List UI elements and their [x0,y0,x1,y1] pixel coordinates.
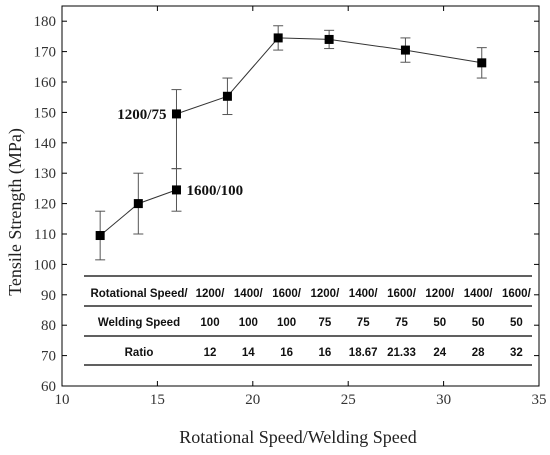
table-cell-welding: 50 [472,317,485,329]
data-point-marker [477,58,487,68]
y-tick-label: 160 [34,75,57,91]
table-cell-ratio: 32 [510,347,523,359]
data-point-marker [222,91,232,101]
y-tick-label: 140 [34,136,57,152]
table-cell-welding: 50 [510,317,523,329]
data-point-marker [324,34,334,44]
data-point-marker [273,33,283,43]
table-cell-ratio: 28 [472,347,485,359]
data-point-marker [95,231,105,241]
table-cell-rotational: 1200/ [311,288,341,300]
table-cell-ratio: 14 [242,347,255,359]
table-cell-welding: 75 [357,317,370,329]
table-row-label: Ratio [125,347,154,359]
x-tick-label: 25 [341,392,356,408]
y-tick-label: 80 [41,318,56,334]
y-tick-label: 120 [34,197,57,213]
point-annotation: 1200/75 [117,107,166,123]
data-point-marker [133,199,143,209]
table-cell-ratio: 21.33 [387,347,416,359]
table-cell-rotational: 1200/ [196,288,226,300]
plot-frame [61,5,540,387]
table-cell-welding: 100 [277,317,296,329]
table-cell-welding: 50 [433,317,446,329]
y-tick-label: 90 [41,288,56,304]
data-table: Rotational Speed/Welding Speed Ratio 1200/… [84,275,532,366]
x-tick-label: 35 [532,392,547,408]
y-tick-label: 60 [41,379,56,395]
y-tick-label: 180 [34,14,57,30]
table-cell-rotational: 1600/ [272,288,302,300]
point-annotation: 1600/100 [186,183,243,199]
table-cell-ratio: 18.67 [349,347,378,359]
table-cell-welding: 100 [200,317,219,329]
x-tick-label: 20 [245,392,260,408]
table-cell-rotational: 1400/ [464,288,494,300]
annotations: 1200/75 1600/100 [117,107,243,199]
table-cell-ratio: 24 [433,347,446,359]
x-tick-label: 30 [436,392,451,408]
y-tick-label: 170 [34,45,57,61]
series-layer [95,25,487,261]
y-tick-label: 150 [34,105,57,121]
table-cell-welding: 75 [395,317,408,329]
table-cell-rotational: 1600/ [387,288,417,300]
y-tick-label: 100 [34,257,57,273]
table-cell-ratio: 16 [319,347,332,359]
table-cell-rotational: 1600/ [502,288,532,300]
data-point-marker [171,109,181,119]
table-cell-ratio: 12 [204,347,217,359]
y-tick-label: 130 [34,166,57,182]
y-tick-label: 110 [34,227,56,243]
y-axis-title: Tensile Strength (MPa) [5,128,26,296]
table-cell-rotational: 1400/ [234,288,264,300]
table-cell-welding: 100 [239,317,258,329]
x-tick-label: 10 [55,392,70,408]
axes: 10 15 20 25 30 35 60 70 80 90 100 110 120 130 140 150 16… [34,5,547,408]
table-cell-rotational: 1200/ [425,288,455,300]
x-axis-title: Rotational Speed/Welding Speed [179,427,417,447]
table-row-label: Welding Speed [98,317,180,329]
table-cell-welding: 75 [319,317,332,329]
y-tick-label: 70 [41,349,56,365]
data-point-marker [171,185,181,195]
table-cell-ratio: 16 [280,347,293,359]
x-tick-label: 15 [150,392,165,408]
table-cell-rotational: 1400/ [349,288,379,300]
table-row-label: Rotational Speed/ [90,288,188,300]
data-point-marker [400,45,410,55]
